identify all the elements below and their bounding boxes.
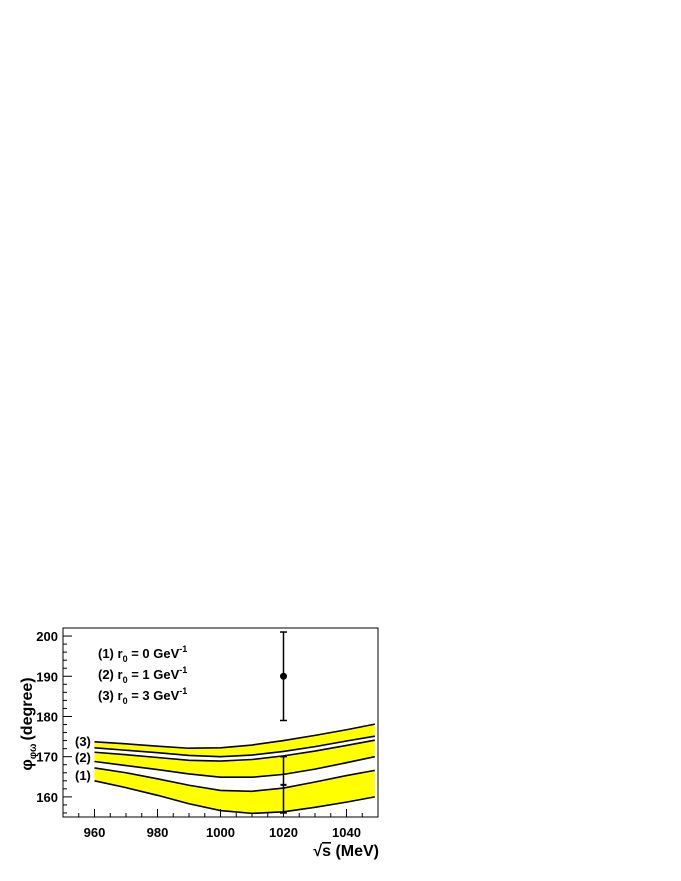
band-3-lower-line	[94, 735, 375, 758]
y-tick-label: 180	[36, 709, 58, 724]
band-1-lower-line	[94, 780, 375, 815]
band-label-2: (2)	[75, 750, 91, 765]
y-axis-title: φφω(degree)	[19, 677, 39, 770]
y-tick-label: 170	[36, 750, 58, 765]
band-3-upper-line	[94, 723, 376, 750]
x-tick-label: 1000	[206, 825, 235, 840]
y-tick-label: 160	[36, 790, 58, 805]
x-tick-label: 1020	[269, 825, 298, 840]
legend-entry-1: (1) r0 = 0 GeV-1	[98, 644, 187, 664]
points-layer	[280, 631, 287, 814]
y-tick-label: 200	[36, 629, 58, 644]
band-label-1: (1)	[75, 768, 91, 783]
band-2-fill	[94, 740, 375, 778]
y-tick-label: 190	[36, 669, 58, 684]
legend: (1) r0 = 0 GeV-1 (2) r0 = 1 GeV-1 (3) r0…	[98, 644, 187, 706]
x-axis-title: √s (MeV)	[313, 843, 379, 860]
bands-layer	[94, 723, 376, 815]
ticks-layer: 960 980 1000 1020 1040 160 170 180 190 200	[36, 627, 379, 840]
x-tick-label: 980	[147, 825, 169, 840]
band-2-lower-line	[94, 755, 376, 778]
band-3-fill	[94, 724, 375, 757]
band-1-upper-line	[94, 767, 375, 793]
x-tick-label: 1040	[332, 825, 361, 840]
legend-entry-3: (3) r0 = 3 GeV-1	[98, 686, 187, 706]
x-tick-label: 960	[84, 825, 106, 840]
band-1-fill	[94, 767, 375, 814]
band-label-3: (3)	[75, 734, 91, 749]
band-2-upper-line	[94, 739, 375, 762]
legend-entry-2: (2) r0 = 1 GeV-1	[98, 665, 187, 685]
point-1-marker	[280, 672, 287, 680]
